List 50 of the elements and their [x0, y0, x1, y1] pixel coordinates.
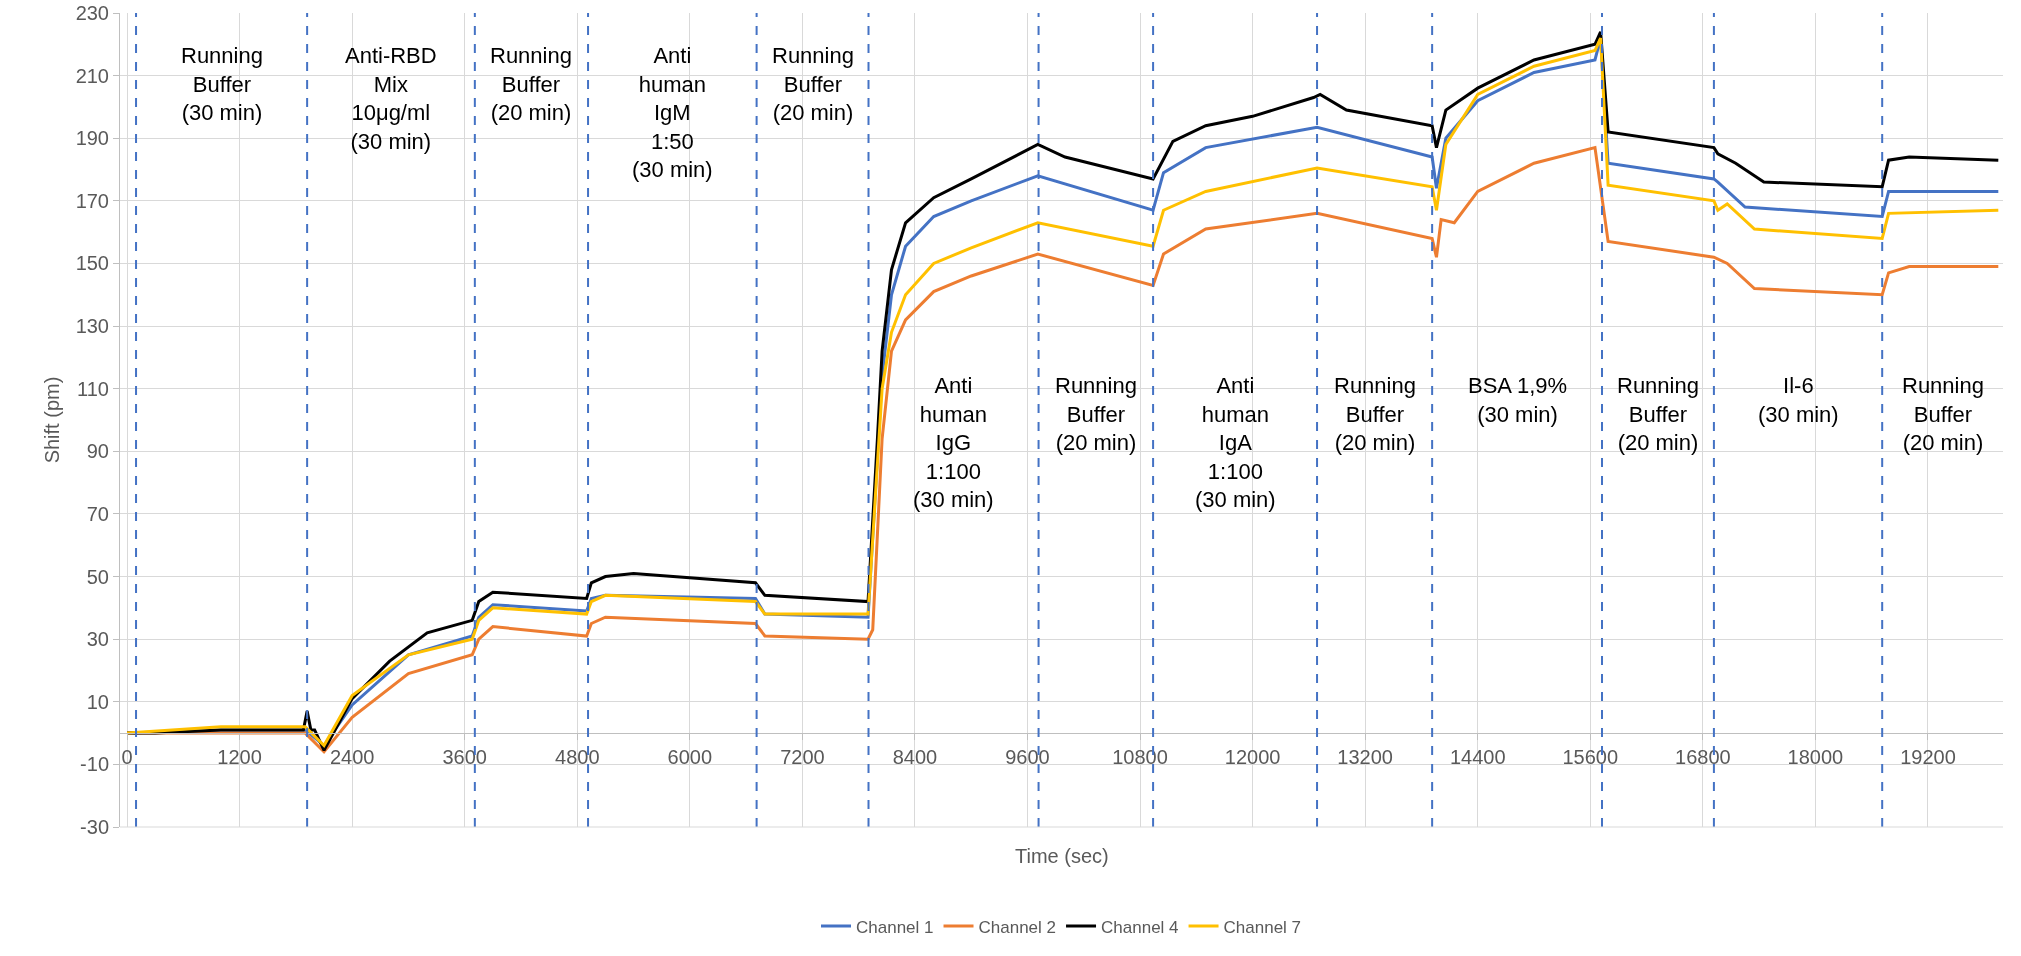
- x-axis-title: Time (sec): [1015, 845, 1109, 867]
- y-tick-label: -10: [80, 753, 109, 776]
- x-tick-label: 6000: [667, 746, 713, 769]
- legend-label: Channel 4: [1101, 917, 1179, 937]
- annotation: Running Buffer (20 min): [490, 43, 572, 126]
- x-tick-label: 15600: [1562, 746, 1619, 769]
- x-tick-label: 19200: [1900, 746, 1956, 769]
- annotation: Anti human IgA 1:100 (30 min): [1195, 373, 1276, 513]
- annotation: BSA 1,9% (30 min): [1468, 373, 1568, 427]
- x-tick-label: 7200: [780, 746, 825, 769]
- x-tick-label: 0: [121, 746, 133, 769]
- annotation: Il-6 (30 min): [1758, 373, 1839, 427]
- y-tick-label: 10: [86, 690, 109, 713]
- y-axis-title: Shift (pm): [41, 376, 64, 464]
- y-tick-label: 170: [75, 189, 109, 212]
- x-tick-label: 10800: [1112, 746, 1168, 769]
- x-tick-label: 1200: [217, 746, 262, 769]
- legend-label: Channel 2: [978, 917, 1057, 937]
- annotation: Running Buffer (20 min): [1617, 373, 1699, 456]
- legend-label: Channel 1: [856, 917, 934, 937]
- y-tick-label: 130: [75, 315, 109, 338]
- y-tick-label: 30: [86, 628, 109, 651]
- annotation: Anti-RBD Mix 10μg/ml (30 min): [345, 43, 437, 154]
- annotation: Running Buffer (20 min): [1902, 373, 1984, 456]
- annotation: Running Buffer (20 min): [1055, 373, 1137, 456]
- y-tick-label: 190: [75, 127, 109, 150]
- x-tick-label: 9600: [1005, 746, 1050, 769]
- y-tick-label: 150: [75, 252, 109, 275]
- y-tick-label: 110: [77, 377, 109, 400]
- y-tick-label: 230: [75, 2, 109, 24]
- x-tick-label: 4800: [555, 746, 600, 769]
- x-tick-label: 14400: [1449, 746, 1506, 769]
- annotation: Running Buffer (30 min): [181, 43, 263, 126]
- y-tick-label: -30: [80, 816, 109, 838]
- y-tick-label: 70: [86, 502, 109, 525]
- x-tick-label: 16800: [1675, 746, 1731, 769]
- y-tick-label: 210: [75, 64, 109, 87]
- legend-label: Channel 7: [1223, 917, 1302, 937]
- annotation: Anti human IgM 1:50 (30 min): [632, 43, 713, 183]
- y-tick-label: 50: [86, 565, 109, 588]
- annotation: Anti human IgG 1:100 (30 min): [913, 373, 994, 513]
- x-tick-label: 8400: [892, 746, 938, 769]
- annotation: Running Buffer (20 min): [772, 43, 854, 126]
- x-tick-label: 13200: [1337, 746, 1393, 769]
- x-tick-label: 12000: [1224, 746, 1281, 769]
- y-tick-label: 90: [86, 440, 109, 463]
- x-tick-label: 3600: [442, 746, 487, 769]
- annotation: Running Buffer (20 min): [1334, 373, 1416, 456]
- x-tick-label: 18000: [1787, 746, 1844, 769]
- x-tick-label: 2400: [329, 746, 375, 769]
